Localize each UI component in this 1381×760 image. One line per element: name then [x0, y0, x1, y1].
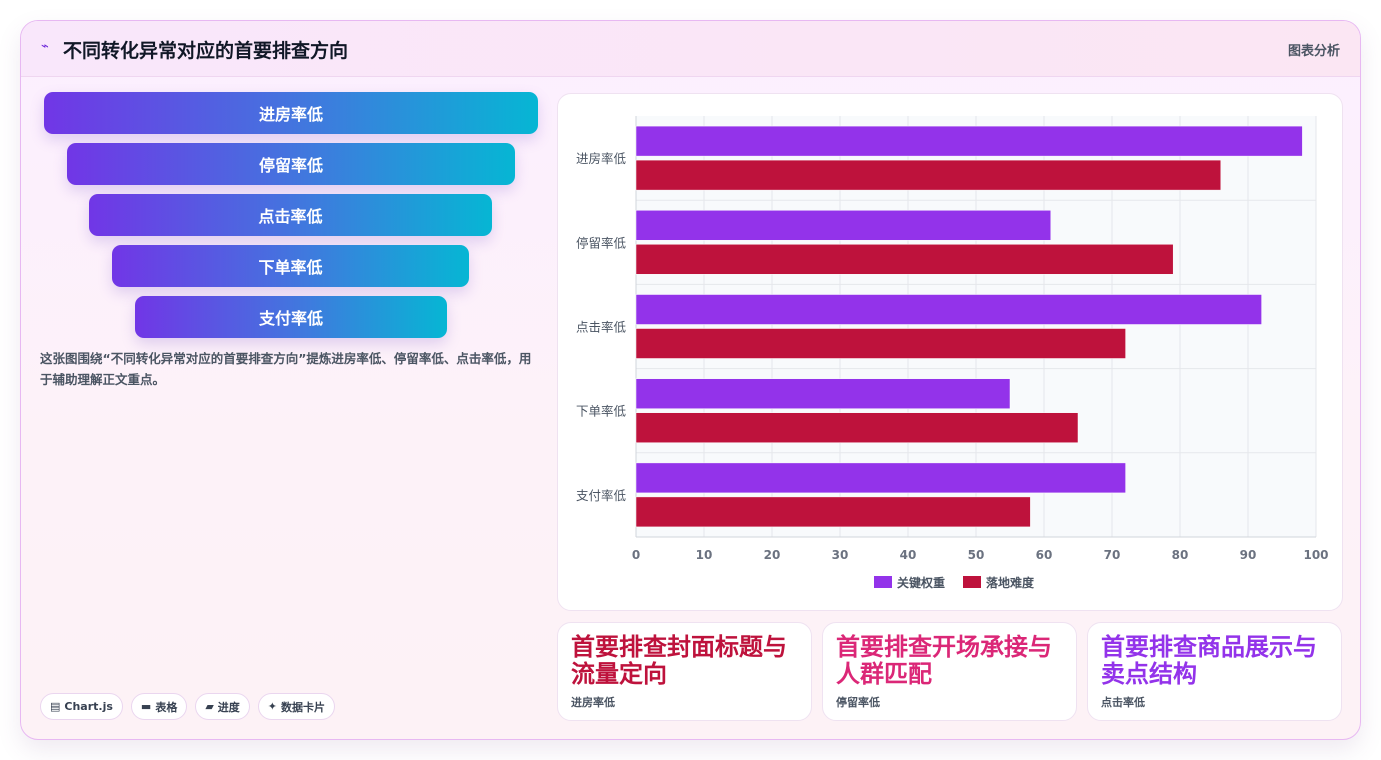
y-tick-label: 支付率低: [576, 488, 627, 503]
chart-icon: ▤: [50, 700, 61, 713]
bar: [635, 328, 1126, 359]
progress-icon: ▰: [205, 700, 214, 713]
stat-card-click: 首要排查商品展示与卖点结构 点击率低: [1087, 622, 1342, 721]
funnel-stage: 点击率低: [89, 194, 492, 236]
chip-progress[interactable]: ▰ 进度: [195, 693, 250, 720]
stat-value: 首要排查商品展示与卖点结构: [1101, 633, 1317, 688]
chip-chartjs[interactable]: ▤ Chart.js: [40, 693, 123, 720]
chip-label: 数据卡片: [281, 700, 326, 714]
x-tick-label: 80: [1172, 548, 1189, 562]
x-tick-label: 90: [1240, 548, 1257, 562]
funnel-stage: 下单率低: [112, 245, 469, 287]
stat-value: 首要排查开场承接与人群匹配: [836, 633, 1052, 688]
bar: [635, 378, 1011, 409]
chip-label: 表格: [155, 700, 178, 714]
bar-chart: 0 10 20 30 40 50 60 70 80 90 100 进房率低停留率低点击率低下单率低支付…: [576, 116, 1329, 590]
stat-label: 进房率低: [571, 696, 615, 709]
stat-label: 停留率低: [836, 696, 880, 709]
y-tick-label: 停留率低: [576, 235, 627, 250]
bar: [635, 294, 1262, 325]
bar: [635, 125, 1303, 157]
main-card: ⌁ 不同转化异常对应的首要排查方向 图表分析 进房率低 停留率低 点击率低 下单…: [20, 20, 1361, 740]
bar: [635, 462, 1126, 494]
y-tick-label: 点击率低: [576, 320, 627, 335]
chart-analysis-tag: 图表分析: [1287, 44, 1340, 59]
funnel-stage: 支付率低: [135, 296, 447, 338]
table-icon: ▬: [140, 700, 152, 713]
bar: [635, 244, 1174, 275]
chip-table[interactable]: ▬ 表格: [130, 693, 188, 720]
funnel-stage: 进房率低: [44, 92, 538, 134]
x-tick-label: 50: [968, 548, 985, 562]
legend-label: 关键权重: [897, 575, 945, 590]
x-tick-label: 10: [696, 548, 713, 562]
sparkle-icon: ✦: [267, 700, 278, 713]
y-tick-label: 下单率低: [576, 404, 627, 419]
chart-trend-icon: ⌁: [41, 39, 49, 54]
y-tick-label: 进房率低: [576, 151, 627, 166]
x-tick-label: 60: [1036, 548, 1053, 562]
bar: [635, 412, 1079, 443]
x-tick-label: 70: [1104, 548, 1121, 562]
stat-card-entry: 首要排查封面标题与流量定向 进房率低: [557, 622, 812, 721]
tech-chips: ▤ Chart.js ▬ 表格 ▰ 进度 ✦ 数据卡片: [40, 693, 336, 720]
bar: [635, 496, 1031, 528]
funnel-stage: 停留率低: [67, 143, 515, 185]
legend-label: 落地难度: [986, 575, 1035, 590]
chart-panel: 0 10 20 30 40 50 60 70 80 90 100 进房率低停留率低点击率低下单率低支付…: [557, 93, 1343, 611]
x-tick-label: 0: [632, 548, 640, 562]
x-tick-label: 20: [764, 548, 781, 562]
stat-label: 点击率低: [1101, 696, 1145, 709]
card-header: ⌁ 不同转化异常对应的首要排查方向 图表分析: [21, 21, 1360, 77]
legend-swatch: [963, 576, 981, 588]
chip-data-card[interactable]: ✦ 数据卡片: [257, 693, 336, 720]
chip-label: 进度: [217, 700, 240, 714]
legend-swatch: [874, 576, 892, 588]
chart-description: 这张图围绕“不同转化异常对应的首要排查方向”提炼进房率低、停留率低、点击率低，用…: [40, 351, 532, 387]
page-title: 不同转化异常对应的首要排查方向: [63, 40, 349, 62]
chip-label: Chart.js: [64, 700, 113, 713]
stat-value: 首要排查封面标题与流量定向: [571, 633, 787, 688]
stat-card-stay: 首要排查开场承接与人群匹配 停留率低: [822, 622, 1077, 721]
x-tick-label: 40: [900, 548, 917, 562]
bar: [635, 210, 1052, 241]
x-tick-label: 30: [832, 548, 849, 562]
x-tick-label: 100: [1303, 548, 1328, 562]
bar: [635, 159, 1222, 191]
